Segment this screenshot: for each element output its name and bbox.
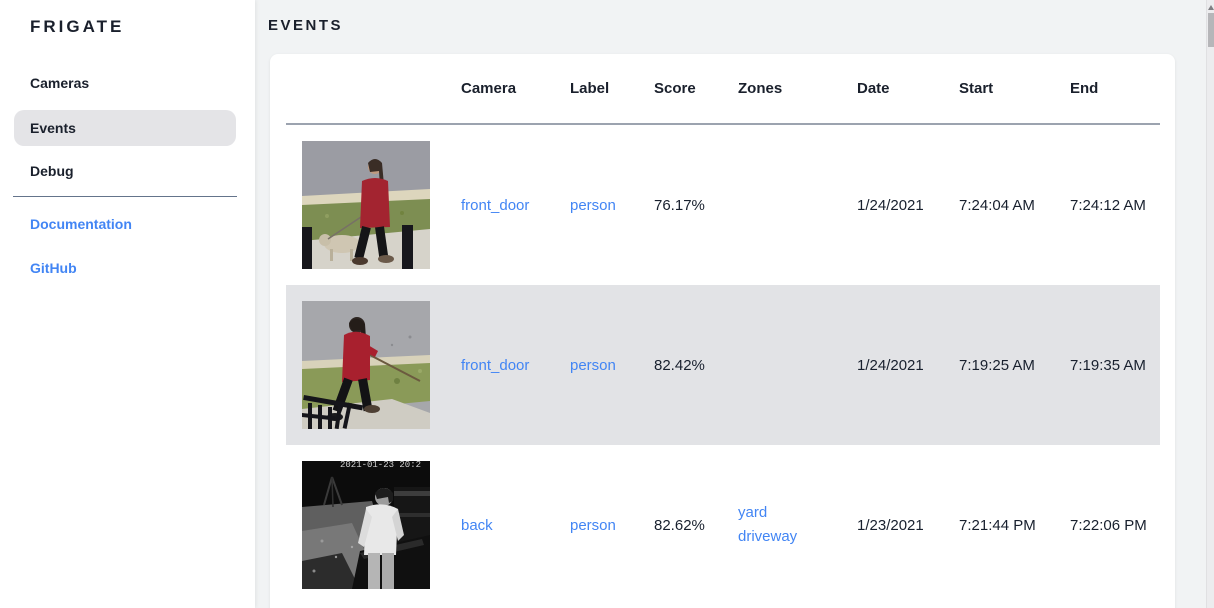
sidebar-link-github[interactable]: GitHub xyxy=(14,250,236,286)
event-thumbnail-image: 2021-01-23 20:2 xyxy=(302,461,430,589)
event-camera-link[interactable]: front_door xyxy=(461,196,530,214)
sidebar-divider xyxy=(13,196,237,197)
sidebar-item-events[interactable]: Events xyxy=(14,110,236,146)
sidebar-link-label: GitHub xyxy=(30,260,77,276)
event-zone-link[interactable]: driveway xyxy=(738,528,798,545)
event-start-time: 7:24:04 AM xyxy=(959,196,1035,214)
event-label-link[interactable]: person xyxy=(570,356,616,374)
table-header-row: Camera Label Score Zones Date Start End xyxy=(286,54,1160,125)
scrollbar-up-arrow-icon[interactable] xyxy=(1207,2,1214,12)
event-zones: yard driveway xyxy=(722,501,841,549)
sidebar-item-label: Events xyxy=(30,120,76,136)
sidebar-item-cameras[interactable]: Cameras xyxy=(14,65,236,101)
sidebar-item-debug[interactable]: Debug xyxy=(14,153,236,189)
column-header-zones: Zones xyxy=(738,80,783,97)
event-start-time: 7:21:44 PM xyxy=(959,516,1036,534)
events-table-card: Camera Label Score Zones Date Start End xyxy=(270,54,1175,608)
event-end-time: 7:24:12 AM xyxy=(1070,196,1146,214)
vertical-scrollbar[interactable] xyxy=(1206,0,1214,608)
table-row[interactable]: front_door person 76.17% 1/24/2021 7:24:… xyxy=(286,125,1160,285)
column-header-end: End xyxy=(1070,80,1099,97)
column-header-score: Score xyxy=(654,80,696,97)
sidebar: FRIGATE Cameras Events Debug Documentati… xyxy=(0,0,255,608)
events-table: Camera Label Score Zones Date Start End xyxy=(286,54,1160,605)
scrollbar-thumb[interactable] xyxy=(1207,13,1214,47)
event-score: 82.42% xyxy=(654,356,705,374)
table-row[interactable]: front_door person 82.42% 1/24/2021 7:19:… xyxy=(286,285,1160,445)
event-zone-link[interactable]: yard xyxy=(738,504,768,521)
table-row[interactable]: 2021-01-23 20:2 back person 82.62% yard … xyxy=(286,445,1160,605)
event-end-time: 7:22:06 PM xyxy=(1070,516,1147,534)
event-date: 1/23/2021 xyxy=(857,516,924,534)
main-content: EVENTS Camera Label Score Zones Date Sta… xyxy=(255,0,1214,608)
event-date: 1/24/2021 xyxy=(857,196,924,214)
event-thumbnail[interactable] xyxy=(286,141,445,269)
thumbnail-timestamp-overlay: 2021-01-23 20:2 xyxy=(340,461,421,470)
event-score: 76.17% xyxy=(654,196,705,214)
event-thumbnail[interactable] xyxy=(286,301,445,429)
sidebar-item-label: Cameras xyxy=(30,75,90,91)
event-label-link[interactable]: person xyxy=(570,516,616,534)
page-title: EVENTS xyxy=(268,17,344,34)
event-date: 1/24/2021 xyxy=(857,356,924,374)
event-camera-link[interactable]: back xyxy=(461,516,493,534)
event-start-time: 7:19:25 AM xyxy=(959,356,1035,374)
event-score: 82.62% xyxy=(654,516,705,534)
event-label-link[interactable]: person xyxy=(570,196,616,214)
column-header-label: Label xyxy=(570,80,610,97)
event-thumbnail-image xyxy=(302,301,430,429)
app-logo: FRIGATE xyxy=(30,17,125,36)
event-thumbnail[interactable]: 2021-01-23 20:2 xyxy=(286,461,445,589)
event-camera-link[interactable]: front_door xyxy=(461,356,530,374)
event-end-time: 7:19:35 AM xyxy=(1070,356,1146,374)
column-header-date: Date xyxy=(857,80,890,97)
column-header-start: Start xyxy=(959,80,994,97)
sidebar-item-label: Debug xyxy=(30,163,74,179)
column-header-camera: Camera xyxy=(461,80,517,97)
sidebar-link-documentation[interactable]: Documentation xyxy=(14,206,236,242)
sidebar-link-label: Documentation xyxy=(30,216,132,232)
event-thumbnail-image xyxy=(302,141,430,269)
